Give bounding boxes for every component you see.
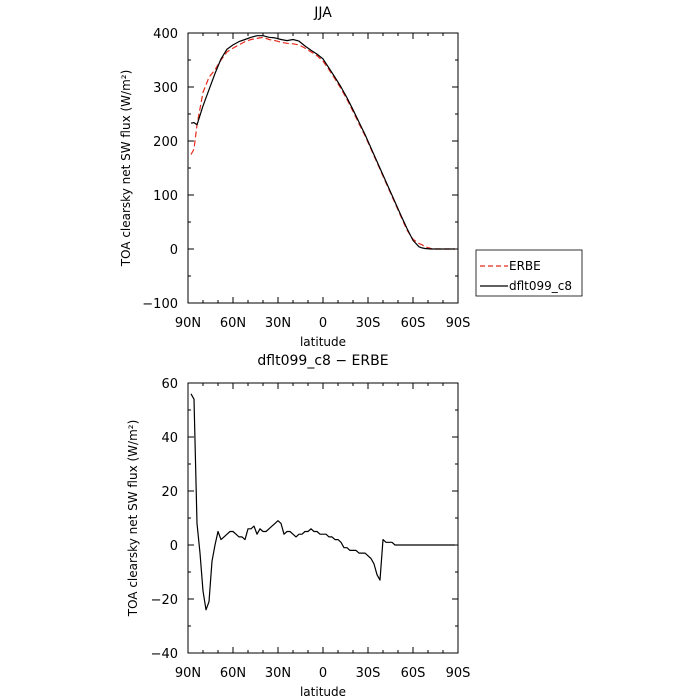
y-tick-label: 20 <box>161 485 178 500</box>
series-line-dflt099-c8 <box>190 35 455 250</box>
bottom-plot-frame <box>187 382 459 654</box>
y-tick-label: 40 <box>161 431 178 446</box>
legend-box <box>475 249 583 297</box>
x-tick-label: 90S <box>446 316 471 331</box>
x-tick-label: 60S <box>401 316 426 331</box>
top-x-ticks: 90N 60N 30N 0 30S 60S 90S <box>175 33 471 331</box>
y-tick-label: 300 <box>153 81 178 96</box>
x-tick-label: 60N <box>220 316 246 331</box>
top-y-axis-label: TOA clearsky net SW flux (W/m²) <box>119 70 133 268</box>
bottom-y-ticks: −40 −20 0 20 40 60 <box>151 377 458 662</box>
top-plot-frame <box>187 32 459 304</box>
x-tick-label: 30S <box>356 316 381 331</box>
legend-label-erbe: ERBE <box>509 259 541 273</box>
series-line-erbe <box>190 36 455 250</box>
legend-label-model: dflt099_c8 <box>509 279 572 293</box>
top-y-ticks: −100 0 100 200 300 400 <box>142 27 458 312</box>
y-tick-label: 60 <box>161 377 178 392</box>
y-tick-label: −40 <box>151 647 178 662</box>
y-tick-label: 0 <box>170 539 178 554</box>
y-tick-label: −20 <box>151 593 178 608</box>
top-x-axis-label: latitude <box>300 335 346 349</box>
bottom-y-axis-label: TOA clearsky net SW flux (W/m²) <box>126 420 140 618</box>
y-tick-label: 0 <box>170 243 178 258</box>
y-tick-label: 200 <box>153 135 178 150</box>
x-tick-label: 30S <box>356 666 381 681</box>
y-tick-label: 400 <box>153 27 178 42</box>
bottom-title: dflt099_c8 − ERBE <box>257 353 388 369</box>
x-tick-label: 30N <box>265 666 291 681</box>
y-tick-label: 100 <box>153 189 178 204</box>
series-line-difference <box>190 393 455 611</box>
legend: ERBE dflt099_c8 <box>475 249 583 297</box>
x-tick-label: 90S <box>446 666 471 681</box>
panel-top: JJA 90N 60N 30N 0 30S 60S 90S −100 0 100 200 300 40… <box>119 5 583 349</box>
bottom-series-lines <box>190 393 455 611</box>
x-tick-label: 0 <box>319 316 327 331</box>
bottom-x-axis-label: latitude <box>300 685 346 699</box>
x-tick-label: 30N <box>265 316 291 331</box>
top-series-lines <box>190 35 455 250</box>
top-title: JJA <box>313 5 332 21</box>
x-tick-label: 60S <box>401 666 426 681</box>
x-tick-label: 90N <box>175 666 201 681</box>
x-tick-label: 0 <box>319 666 327 681</box>
bottom-x-ticks: 90N 60N 30N 0 30S 60S 90S <box>175 383 471 681</box>
x-tick-label: 60N <box>220 666 246 681</box>
x-tick-label: 90N <box>175 316 201 331</box>
y-tick-label: −100 <box>142 297 178 312</box>
panel-bottom: dflt099_c8 − ERBE 90N 60N 30N 0 30S 60S 90S −4… <box>126 353 470 699</box>
